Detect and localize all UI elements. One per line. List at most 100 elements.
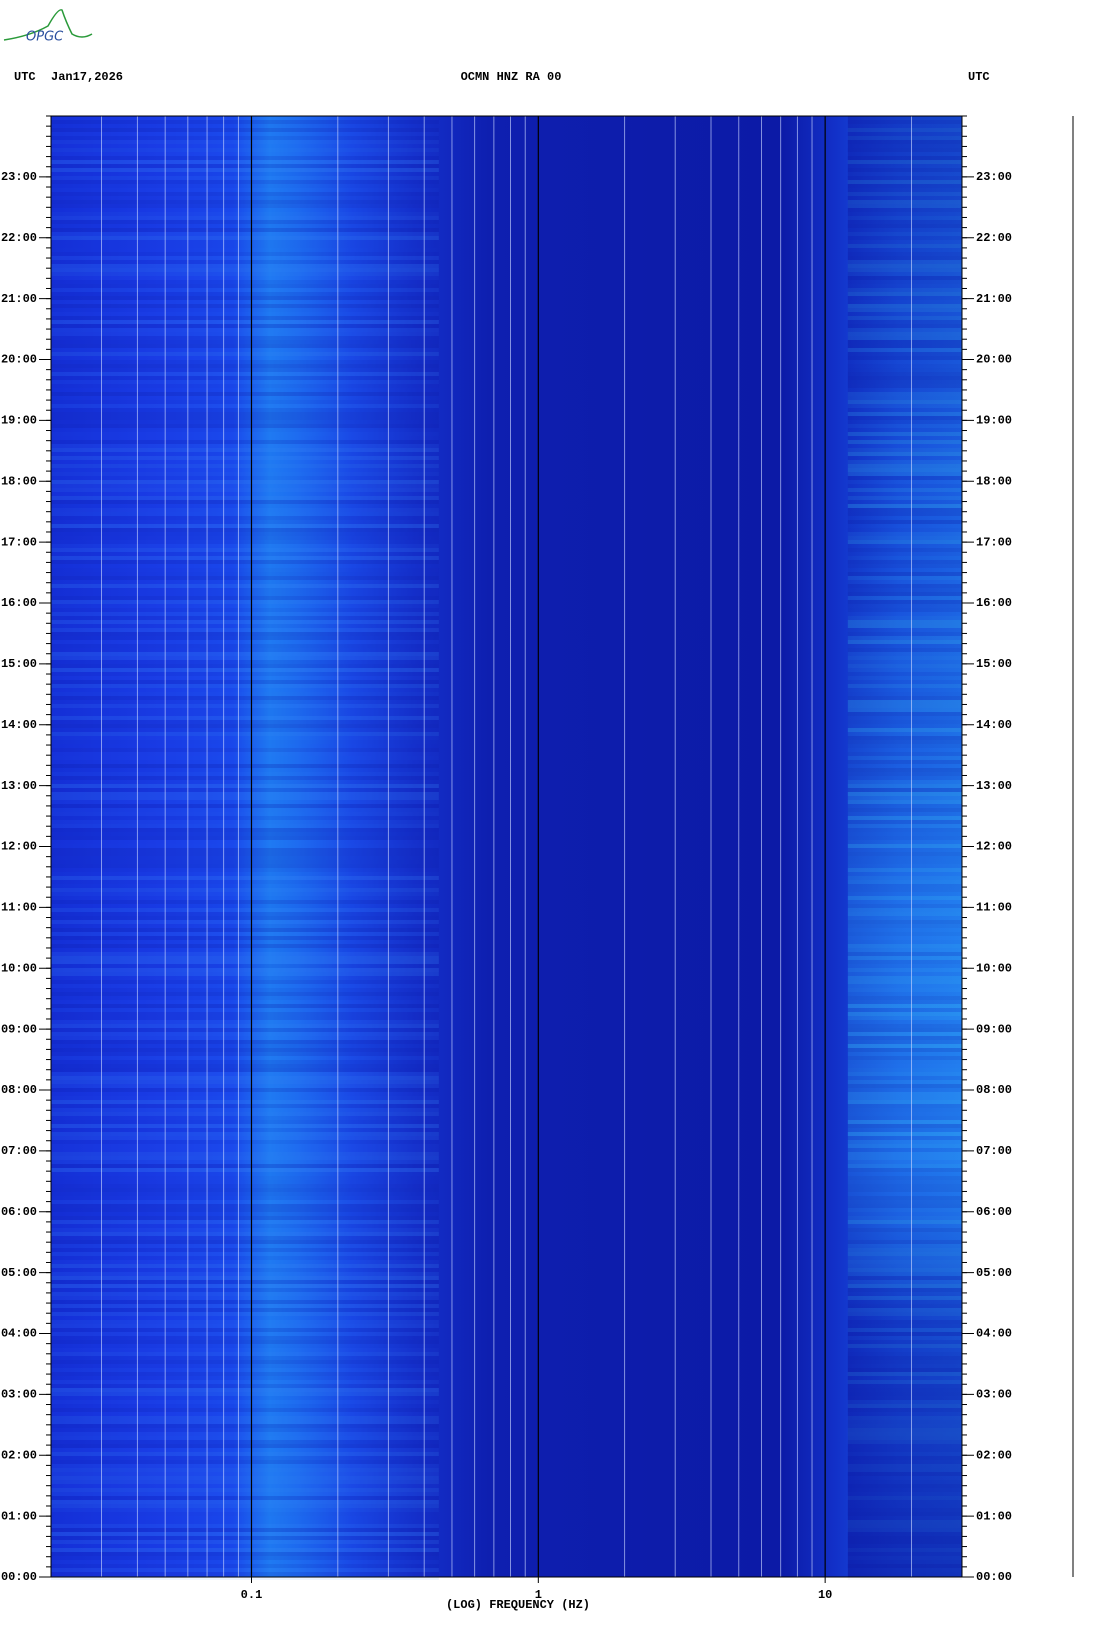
streak	[51, 900, 439, 904]
streak	[51, 948, 439, 952]
streak	[51, 1492, 439, 1496]
streak	[51, 252, 439, 256]
streak	[51, 448, 439, 452]
streak	[51, 808, 439, 812]
y-tick-label: 19:00	[1, 414, 37, 428]
streak	[51, 312, 439, 316]
streak	[51, 124, 439, 128]
streak	[51, 752, 439, 756]
streak	[51, 396, 439, 400]
streak	[51, 272, 439, 276]
streak	[51, 604, 439, 608]
streak	[51, 1460, 439, 1464]
streak	[51, 436, 439, 440]
streak	[51, 1264, 439, 1268]
streak	[51, 1356, 439, 1360]
streak	[51, 1164, 439, 1168]
streak	[51, 1512, 439, 1516]
streak	[51, 324, 439, 328]
streak	[51, 820, 439, 824]
streak	[51, 244, 439, 248]
streak	[51, 304, 439, 308]
streak	[51, 1516, 439, 1520]
streak	[51, 440, 439, 444]
streak	[51, 1476, 439, 1480]
y-tick-label: 16:00	[976, 596, 1012, 610]
streak	[51, 196, 439, 200]
streak	[51, 160, 439, 164]
streak	[51, 232, 439, 236]
y-tick-label: 08:00	[976, 1083, 1012, 1097]
streak	[51, 572, 439, 576]
streak	[51, 576, 439, 580]
streak	[51, 164, 439, 168]
streak	[51, 292, 439, 296]
streak	[51, 880, 439, 884]
streak	[51, 884, 439, 888]
streak	[51, 456, 439, 460]
streak	[51, 1308, 439, 1312]
streak	[51, 744, 439, 748]
streak	[51, 1108, 439, 1112]
streak	[51, 844, 439, 848]
streak	[51, 1004, 439, 1008]
streak	[51, 384, 439, 388]
streak	[51, 1232, 439, 1236]
streak	[51, 1540, 439, 1544]
streak	[51, 296, 439, 300]
streak	[51, 512, 439, 516]
streak	[51, 608, 439, 612]
streak	[51, 1548, 439, 1552]
streak	[51, 476, 439, 480]
streak	[51, 688, 439, 692]
streak	[51, 280, 439, 284]
streak	[51, 1472, 439, 1476]
y-tick-label: 00:00	[976, 1570, 1012, 1584]
streak	[51, 704, 439, 708]
streak	[51, 1284, 439, 1288]
streak	[51, 1076, 439, 1080]
streak	[51, 1012, 439, 1016]
streak	[51, 1416, 439, 1420]
streak	[51, 320, 439, 324]
streak	[51, 1352, 439, 1356]
streak	[51, 1228, 439, 1232]
streak	[51, 992, 439, 996]
streak	[51, 504, 439, 508]
chart-title: OCMN HNZ RA 00	[461, 70, 562, 84]
streak	[51, 1520, 439, 1524]
streak	[51, 1336, 439, 1340]
streak	[51, 212, 439, 216]
streak	[51, 1436, 439, 1440]
streak	[51, 1148, 439, 1152]
streak	[51, 1016, 439, 1020]
streak	[51, 740, 439, 744]
y-tick-label: 12:00	[1, 840, 37, 854]
left-label: UTC	[14, 70, 36, 84]
streak	[51, 724, 439, 728]
streak	[51, 128, 439, 132]
streak	[51, 132, 439, 136]
streak	[51, 824, 439, 828]
streak	[51, 556, 439, 560]
streak	[51, 1448, 439, 1452]
streak	[51, 1444, 439, 1448]
streak	[51, 260, 439, 264]
streak	[51, 1020, 439, 1024]
streak	[51, 1056, 439, 1060]
y-tick-label: 20:00	[1, 353, 37, 367]
streak	[51, 1360, 439, 1364]
streak	[51, 1536, 439, 1540]
streak	[51, 1008, 439, 1012]
streak	[51, 1552, 439, 1556]
y-tick-label: 00:00	[1, 1570, 37, 1584]
streak	[51, 1224, 439, 1228]
streak	[51, 568, 439, 572]
streak	[51, 968, 439, 972]
streak	[51, 1532, 439, 1536]
streak	[51, 392, 439, 396]
y-tick-label: 02:00	[1, 1448, 37, 1462]
streak	[51, 956, 439, 960]
y-tick-label: 02:00	[976, 1448, 1012, 1462]
streak	[51, 388, 439, 392]
